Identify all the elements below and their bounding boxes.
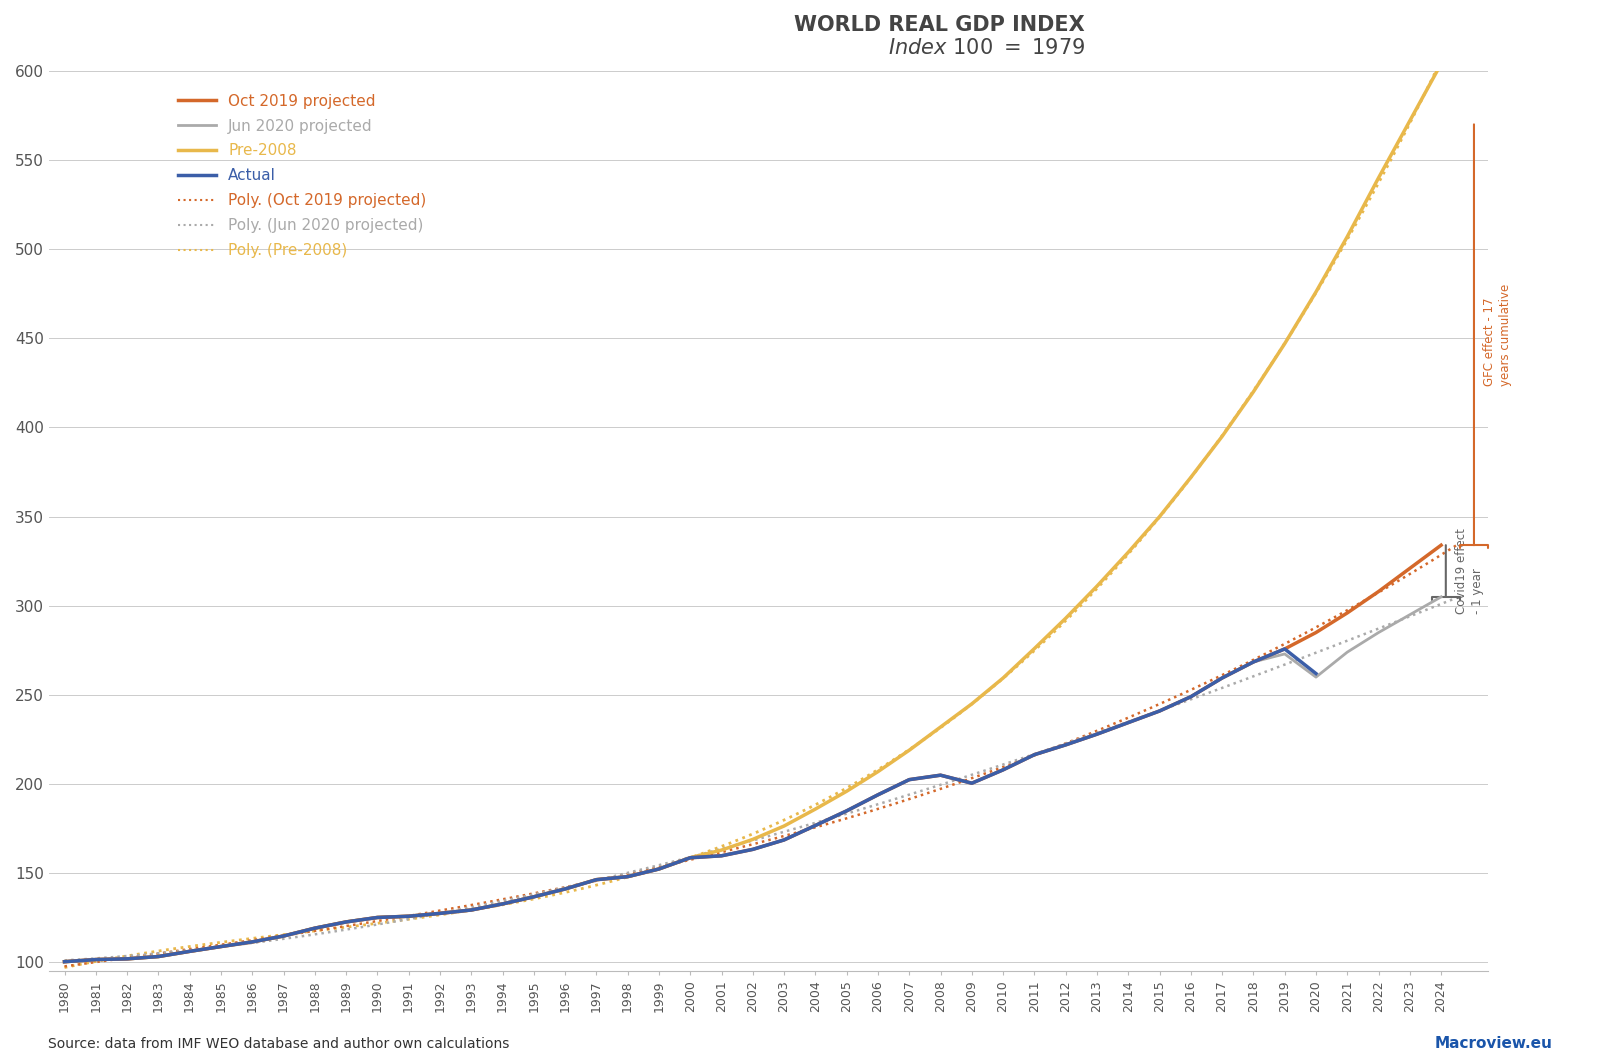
Text: Source: data from IMF WEO database and author own calculations: Source: data from IMF WEO database and a… [48,1037,509,1051]
Text: WORLD REAL GDP INDEX
$\it{Index\ 100\ =\ 1979}$: WORLD REAL GDP INDEX $\it{Index\ 100\ =\… [794,15,1085,58]
Text: Macroview.eu: Macroview.eu [1434,1036,1552,1051]
Legend: Oct 2019 projected, Jun 2020 projected, Pre-2008, Actual, Poly. (Oct 2019 projec: Oct 2019 projected, Jun 2020 projected, … [171,88,432,265]
Text: GFC effect - 17
years cumulative: GFC effect - 17 years cumulative [1483,284,1512,385]
Text: Covid19 effect
- 1 year: Covid19 effect - 1 year [1454,528,1485,614]
